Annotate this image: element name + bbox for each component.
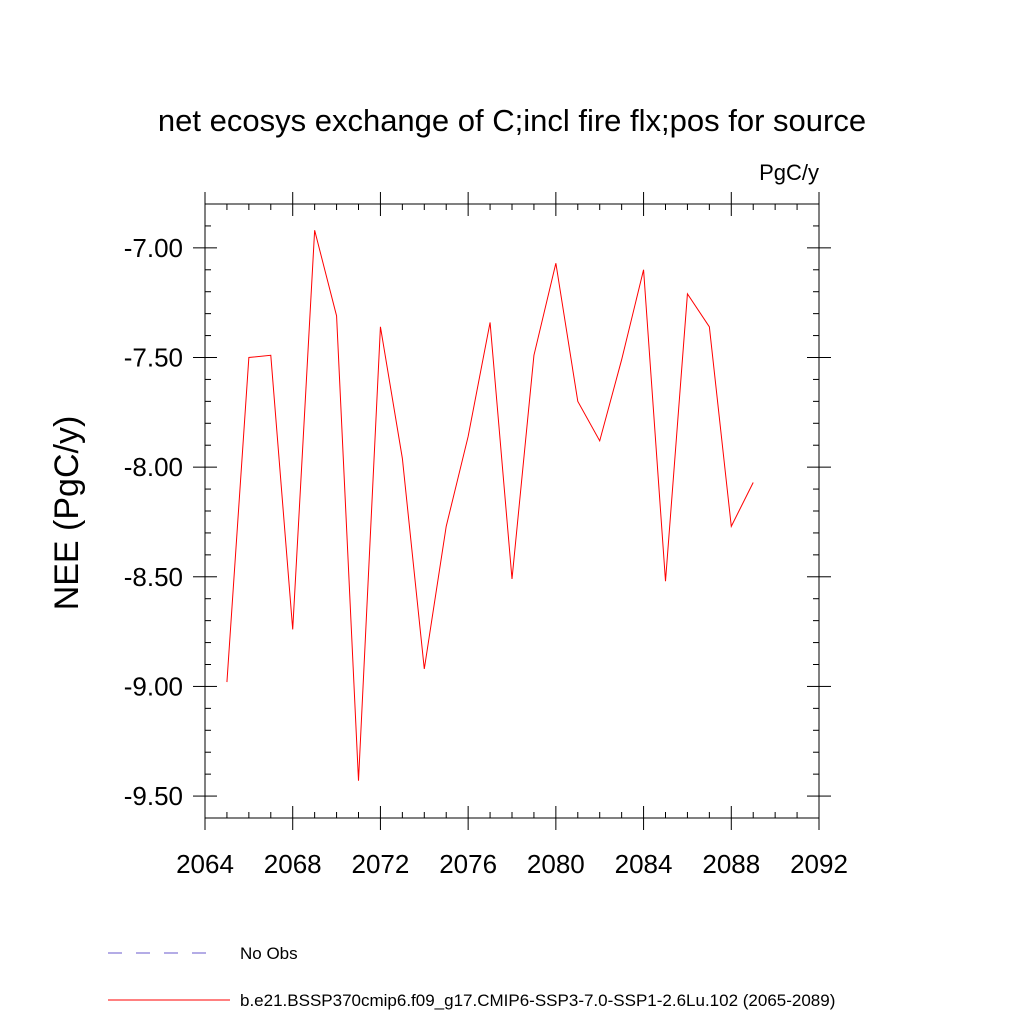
legend-label-model-run: b.e21.BSSP370cmip6.f09_g17.CMIP6-SSP3-7.…: [240, 991, 835, 1010]
units-label: PgC/y: [759, 160, 819, 185]
x-tick-label: 2092: [790, 849, 848, 879]
y-tick-label: -7.00: [124, 233, 183, 263]
series-group: [226, 230, 754, 781]
x-tick-label: 2072: [352, 849, 410, 879]
y-tick-label: -8.00: [124, 452, 183, 482]
series-line: [226, 230, 754, 781]
legend: No Obs b.e21.BSSP370cmip6.f09_g17.CMIP6-…: [108, 944, 835, 1010]
legend-label-no-obs: No Obs: [240, 944, 298, 963]
y-tick-label: -8.50: [124, 562, 183, 592]
x-axis-ticks: 2064 2068 2072 2076 2080 2084 2088 2092: [176, 192, 848, 879]
x-tick-label: 2076: [439, 849, 497, 879]
chart-title: net ecosys exchange of C;incl fire flx;p…: [158, 103, 866, 138]
y-tick-label: -7.50: [124, 343, 183, 373]
y-tick-label: -9.50: [124, 781, 183, 811]
x-tick-label: 2068: [264, 849, 322, 879]
x-tick-label: 2064: [176, 849, 234, 879]
x-tick-label: 2080: [527, 849, 585, 879]
y-tick-label: -9.00: [124, 671, 183, 701]
x-tick-label: 2084: [615, 849, 673, 879]
y-axis-label: NEE (PgC/y): [48, 416, 86, 611]
x-tick-label: 2088: [702, 849, 760, 879]
y-axis-ticks: -9.50 -9.00 -8.50 -8.00 -7.50 -7.00: [124, 203, 831, 819]
